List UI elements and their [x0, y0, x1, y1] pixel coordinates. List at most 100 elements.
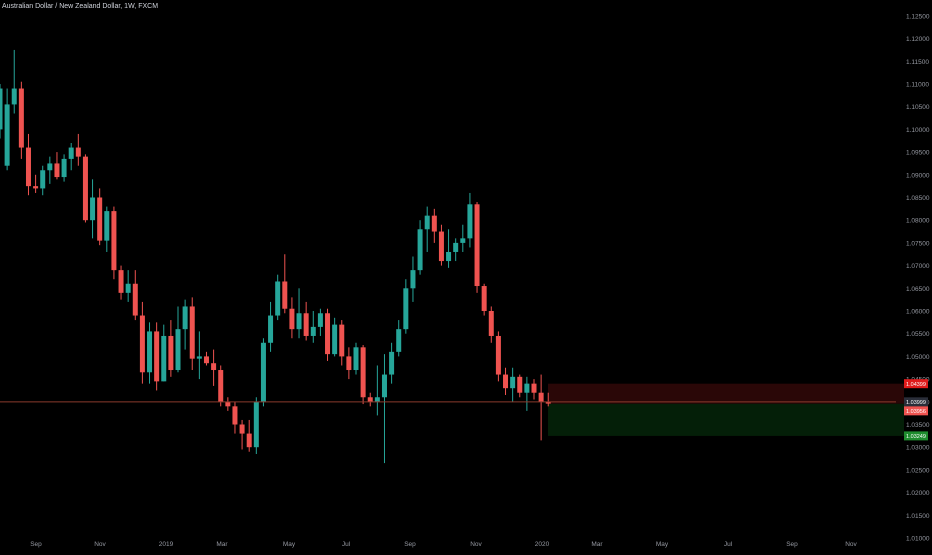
- candle[interactable]: [339, 320, 345, 366]
- candle[interactable]: [47, 156, 53, 184]
- candle-body: [104, 211, 110, 241]
- candle-body: [260, 342, 266, 402]
- candle[interactable]: [275, 274, 281, 321]
- candle[interactable]: [75, 133, 81, 166]
- candle[interactable]: [353, 342, 359, 375]
- candle[interactable]: [97, 188, 103, 246]
- candle[interactable]: [154, 322, 160, 391]
- candle[interactable]: [346, 347, 352, 380]
- candle[interactable]: [239, 419, 245, 450]
- candle[interactable]: [424, 206, 430, 252]
- take-profit-zone[interactable]: [548, 403, 904, 436]
- candle[interactable]: [196, 331, 202, 380]
- candle[interactable]: [510, 367, 516, 402]
- candle[interactable]: [282, 254, 288, 314]
- candle[interactable]: [381, 354, 387, 464]
- x-tick-label: Sep: [404, 541, 416, 548]
- candle[interactable]: [410, 256, 416, 302]
- candles: [0, 49, 551, 464]
- candle[interactable]: [104, 206, 110, 252]
- candle[interactable]: [403, 279, 409, 334]
- candle[interactable]: [374, 365, 380, 416]
- candle[interactable]: [175, 306, 181, 373]
- candle[interactable]: [332, 317, 338, 357]
- candle[interactable]: [545, 392, 551, 407]
- candle[interactable]: [111, 206, 117, 280]
- candle[interactable]: [0, 83, 3, 139]
- candle[interactable]: [61, 154, 67, 182]
- candle[interactable]: [218, 365, 224, 407]
- candle[interactable]: [303, 301, 309, 341]
- candle[interactable]: [118, 265, 124, 300]
- candle[interactable]: [453, 238, 459, 262]
- candle[interactable]: [481, 283, 487, 316]
- candle[interactable]: [11, 49, 17, 114]
- candle[interactable]: [310, 310, 316, 343]
- candle[interactable]: [531, 379, 537, 400]
- candle-body: [431, 215, 437, 232]
- candle[interactable]: [517, 374, 523, 398]
- candle[interactable]: [268, 301, 274, 352]
- position-zones: [548, 383, 904, 436]
- candle[interactable]: [417, 220, 423, 275]
- candle[interactable]: [253, 397, 259, 455]
- candle[interactable]: [54, 152, 60, 180]
- candle[interactable]: [147, 322, 153, 384]
- candle[interactable]: [4, 88, 10, 171]
- candle[interactable]: [161, 324, 167, 382]
- candle[interactable]: [431, 208, 437, 243]
- candle[interactable]: [317, 308, 323, 336]
- candle[interactable]: [211, 349, 217, 386]
- candle-body: [253, 401, 259, 448]
- candle[interactable]: [296, 288, 302, 339]
- candle[interactable]: [168, 320, 174, 377]
- candle[interactable]: [503, 367, 509, 395]
- candle[interactable]: [474, 202, 480, 293]
- candle[interactable]: [18, 81, 24, 159]
- candle[interactable]: [182, 299, 188, 350]
- candle-body: [282, 281, 288, 309]
- time-axis: Sep Nov 2019 Mar May Jul Sep Nov 2020 Mar May Jul Se…: [30, 541, 857, 548]
- candle[interactable]: [495, 331, 501, 382]
- candle[interactable]: [325, 308, 331, 361]
- stop-price-label-text: 1.04399: [906, 382, 926, 388]
- y-tick-label: 1.12000: [906, 36, 930, 43]
- candle-body: [367, 397, 373, 402]
- candle[interactable]: [203, 351, 209, 366]
- candle[interactable]: [132, 270, 138, 321]
- candle[interactable]: [524, 376, 530, 411]
- candle[interactable]: [82, 154, 88, 223]
- stop-loss-zone[interactable]: [548, 383, 904, 404]
- candle[interactable]: [90, 179, 96, 239]
- y-tick-label: 1.08000: [906, 218, 930, 225]
- candle-body: [275, 281, 281, 316]
- candle[interactable]: [396, 320, 402, 357]
- candle[interactable]: [246, 419, 252, 452]
- candle[interactable]: [289, 297, 295, 339]
- candle-body: [246, 433, 252, 448]
- candle[interactable]: [367, 392, 373, 407]
- candle-body: [503, 374, 509, 389]
- candle[interactable]: [360, 345, 366, 405]
- candle[interactable]: [33, 174, 39, 193]
- candle[interactable]: [438, 224, 444, 266]
- candle-body: [225, 401, 231, 407]
- candle[interactable]: [446, 229, 452, 268]
- candle[interactable]: [139, 301, 145, 384]
- y-tick-label: 1.02000: [906, 490, 930, 497]
- candle[interactable]: [232, 401, 238, 434]
- candle[interactable]: [225, 397, 231, 411]
- candle[interactable]: [40, 165, 46, 196]
- candle[interactable]: [25, 133, 31, 196]
- candle[interactable]: [125, 270, 131, 302]
- candle[interactable]: [488, 306, 494, 343]
- candle[interactable]: [460, 224, 466, 252]
- candle[interactable]: [260, 338, 266, 407]
- candle[interactable]: [467, 192, 473, 248]
- candle[interactable]: [538, 374, 544, 441]
- candle[interactable]: [389, 342, 395, 384]
- candle[interactable]: [189, 297, 195, 371]
- candle[interactable]: [68, 143, 74, 171]
